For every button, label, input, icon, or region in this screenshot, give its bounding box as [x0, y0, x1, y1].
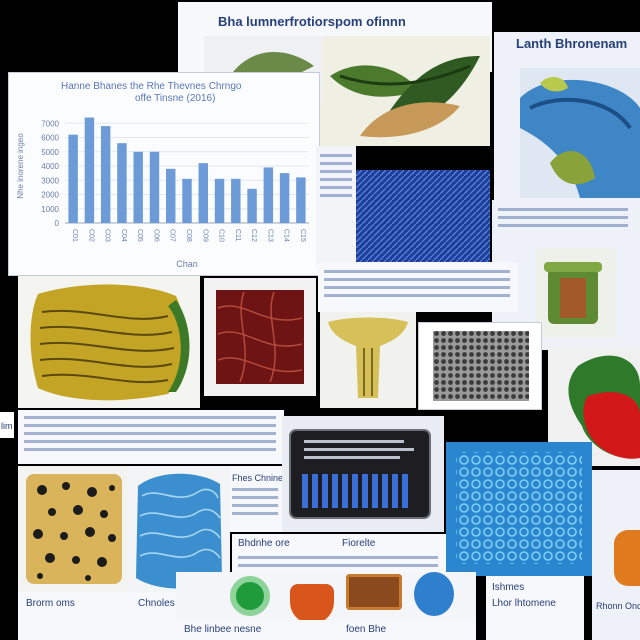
x-tick-label: C15 [299, 229, 306, 242]
bar-chart: 0 1000 2000 3000 4000 5000 6000 7000 C01 C02 C03 C0… [16, 117, 309, 269]
gray-dots-image [433, 331, 529, 401]
bar [182, 178, 192, 223]
yellow-fabric-panel [18, 276, 200, 408]
orange-bowl-icon [290, 584, 334, 624]
red-texture-panel [204, 278, 316, 396]
right-heading: Lanth Bhronenam [516, 36, 628, 51]
chart-subtitle: offe Tinsne (2016) [135, 93, 216, 104]
y-tick-label: 3000 [41, 176, 59, 185]
monitor-illustration [289, 429, 431, 519]
caption-i: Rhonn Oncens [596, 601, 640, 611]
caption-g: Ishmes [492, 582, 525, 593]
blue-coral-panel [446, 442, 592, 576]
bar [117, 143, 127, 223]
y-tick-label: 2000 [41, 191, 59, 200]
bar [68, 134, 78, 223]
x-tick-label: C10 [218, 229, 225, 242]
center-text-sheet [316, 146, 356, 266]
blue-scale-image [136, 473, 222, 589]
blue-blob-icon [414, 572, 454, 616]
x-tick-label: C09 [201, 229, 208, 242]
caption-b: Fiorelte [342, 538, 376, 549]
mid-caption-sheet: Fhes Chnine [230, 466, 282, 532]
left-text-sheet [18, 410, 284, 464]
x-tick-label: C08 [185, 229, 192, 242]
bar [166, 168, 176, 223]
green-ring-icon [230, 576, 270, 616]
caption-d: Chnoles [138, 598, 175, 609]
x-tick-label: C13 [266, 229, 273, 242]
leopard-texture-image [26, 474, 122, 584]
blue-texture-image [356, 170, 490, 262]
red-leaf-panel [548, 346, 640, 466]
blue-creature-illustration [520, 76, 640, 198]
green-stool-panel [536, 248, 616, 338]
mushroom-panel [320, 312, 416, 408]
bar [84, 117, 95, 223]
caption-j: Fhes Chnine [232, 473, 282, 483]
x-tick-label: C14 [283, 229, 290, 242]
leaf-illustration-icon [330, 56, 480, 138]
gray-dots-panel [418, 322, 542, 410]
x-tick-label: C05 [136, 229, 143, 242]
x-tick-label: C03 [104, 229, 111, 242]
bar [247, 188, 257, 223]
y-tick-label: 1000 [41, 205, 59, 214]
bar [133, 151, 143, 223]
monitor-panel [282, 416, 444, 532]
red-texture-image [216, 290, 304, 384]
red-leaf-illustration [568, 355, 640, 459]
orange-flower-icon [614, 530, 640, 586]
x-tick-label: C11 [234, 229, 241, 241]
bar [231, 178, 241, 223]
x-axis-label: Chan [176, 259, 198, 269]
y-tick-label: 6000 [41, 134, 59, 143]
x-tick-label: C06 [152, 229, 159, 242]
bar [279, 173, 290, 223]
caption-e: Bhe linbee nesne [184, 624, 262, 635]
leopard-panel [18, 466, 130, 592]
bar [296, 177, 306, 223]
x-tick-label: C07 [169, 229, 176, 242]
mid-text-sheet [318, 262, 518, 312]
top-heading: Bha lumnerfrotiorspom ofinnn [218, 14, 406, 29]
bar [149, 151, 160, 223]
x-tick-label: C01 [71, 229, 78, 242]
x-tick-label: C02 [87, 229, 94, 242]
leaf-illustration-panel [320, 36, 490, 146]
text-lines [320, 154, 352, 202]
yellow-mushroom-illustration [328, 317, 408, 398]
green-stool-illustration [544, 262, 602, 324]
y-axis-label: Nhe inorene ingeo [16, 133, 25, 199]
y-tick-label: 4000 [41, 162, 59, 171]
caption-a: Bhdnhe ore [238, 538, 290, 549]
bar [100, 126, 111, 223]
caption-strip-bottom: Bhe linbee nesne foen Bhe [176, 620, 476, 640]
yellow-fabric-image [30, 284, 190, 401]
caption-strip-mid: Bhdnhe ore Fiorelte [232, 534, 446, 574]
blue-creature-panel [520, 68, 640, 198]
y-tick-label: 7000 [41, 119, 59, 128]
bar [214, 178, 225, 223]
chart-panel: Hanne Bhanes the Rhe Thevnes Chrngo offe… [8, 72, 320, 276]
chart-title: Hanne Bhanes the Rhe Thevnes Chrngo [61, 81, 242, 92]
caption-c: Brorm oms [26, 598, 75, 609]
y-tick-label: 5000 [41, 148, 59, 157]
x-tick-label: C12 [250, 229, 257, 242]
x-tick-label: C04 [120, 229, 127, 242]
bar [263, 167, 274, 223]
small-label-left: lim [1, 421, 13, 431]
blue-coral-image [456, 452, 582, 564]
small-tag: lim [0, 412, 14, 438]
caption-h: Lhor lhtomene [492, 598, 556, 609]
y-tick-label: 0 [55, 219, 60, 228]
bar [198, 163, 208, 223]
brown-box-icon [346, 574, 402, 610]
blue-texture-panel [356, 170, 490, 262]
caption-strip-right: Ishmes Lhor lhtomene [486, 576, 584, 640]
caption-f: foen Bhe [346, 624, 387, 635]
